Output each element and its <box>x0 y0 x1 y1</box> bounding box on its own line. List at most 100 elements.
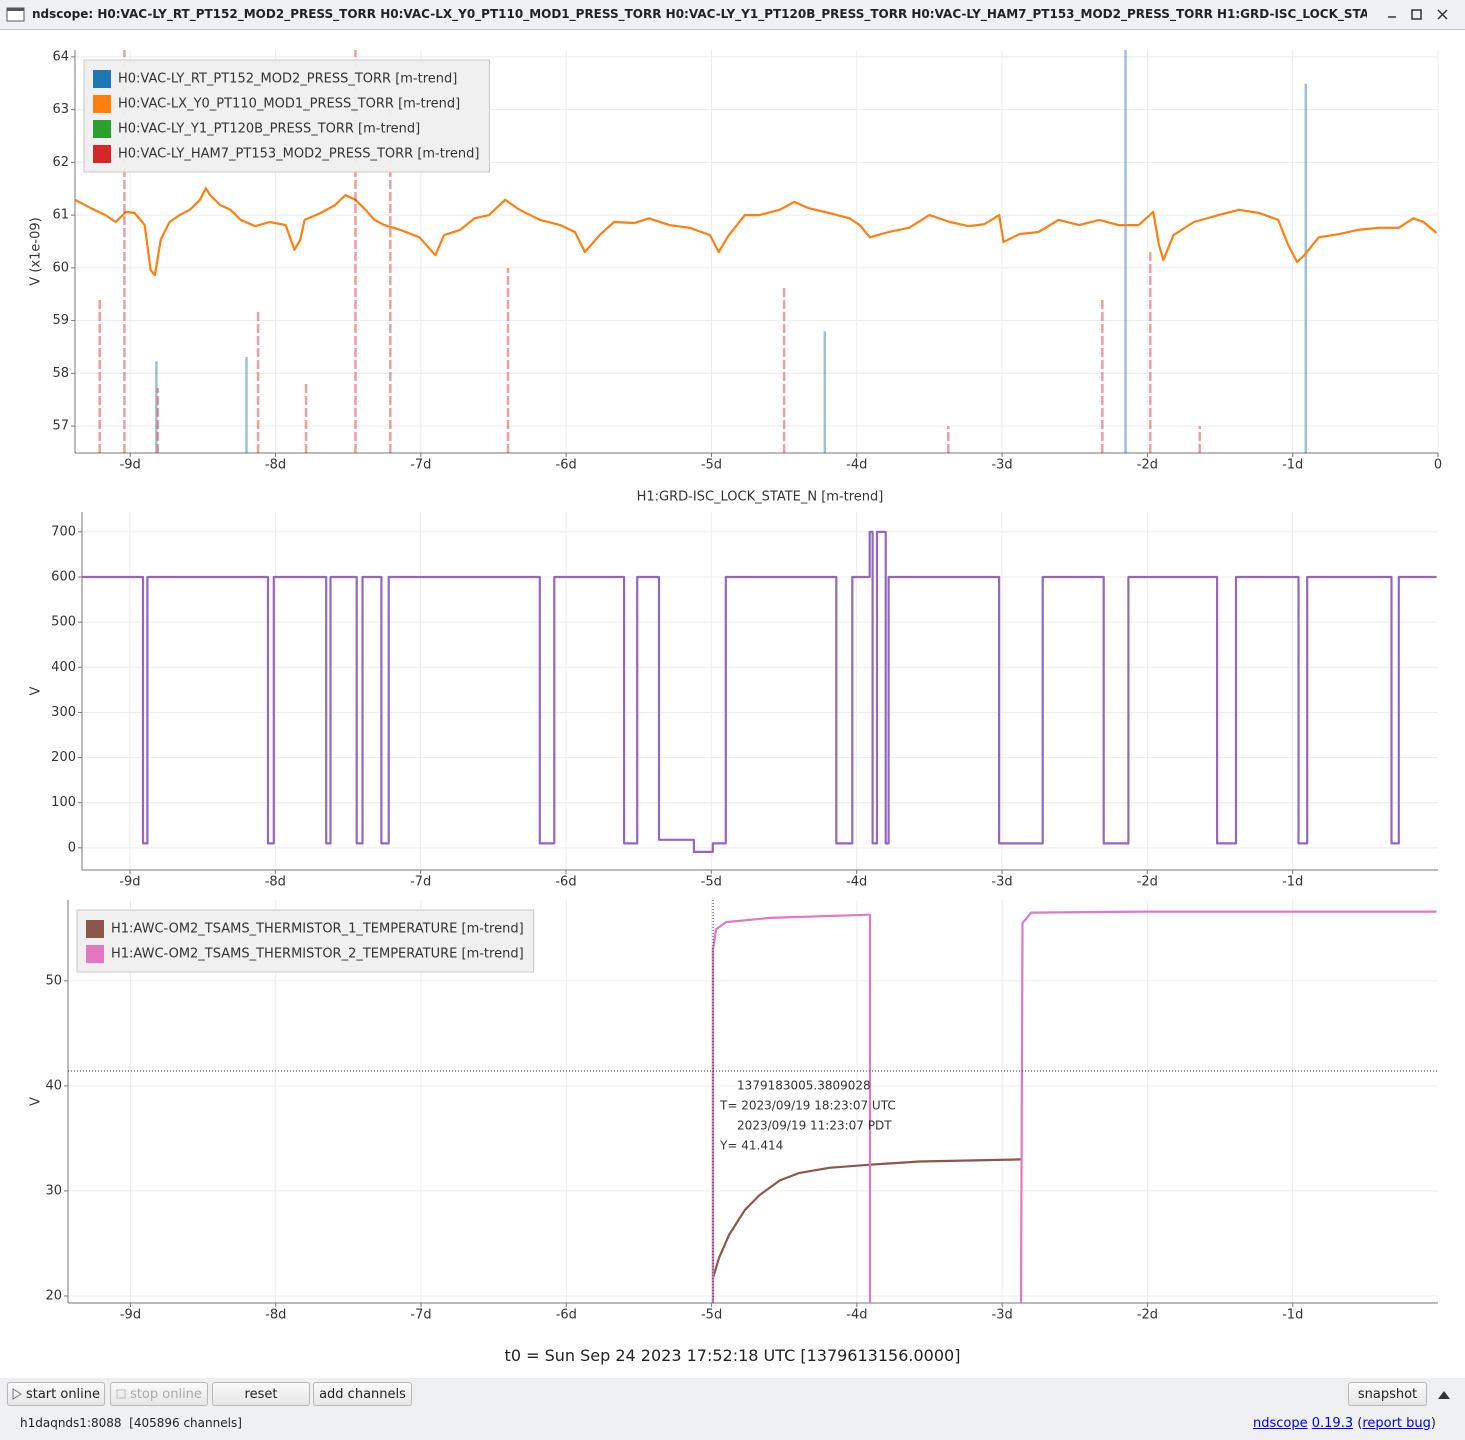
control-bar: start online stop online reset add chann… <box>0 1378 1465 1440</box>
add-channels-button[interactable]: add channels <box>313 1382 412 1406</box>
collapse-arrow[interactable] <box>1437 1389 1451 1401</box>
y-tick-label: 61 <box>52 208 69 223</box>
legend: H1:AWC-OM2_TSAMS_THERMISTOR_1_TEMPERATUR… <box>76 909 535 973</box>
y-tick-label: 63 <box>52 102 69 117</box>
y-tick-label: 0 <box>68 840 76 855</box>
legend-swatch <box>93 70 111 88</box>
series-line <box>75 187 1438 277</box>
x-tick-label: -9d <box>120 1308 141 1323</box>
y-tick-label: 300 <box>51 705 76 720</box>
legend-label: H0:VAC-LY_HAM7_PT153_MOD2_PRESS_TORR [m-… <box>118 147 479 162</box>
start-online-button[interactable]: start online <box>7 1382 105 1406</box>
y-axis-label: V (x1e-09) <box>29 217 44 285</box>
x-tick-label: -3d <box>991 875 1012 890</box>
y-tick-label: 200 <box>51 750 76 765</box>
legend-label: H1:AWC-OM2_TSAMS_THERMISTOR_1_TEMPERATUR… <box>111 922 524 937</box>
y-tick-label: 30 <box>45 1183 62 1198</box>
legend-label: H0:VAC-LX_Y0_PT110_MOD1_PRESS_TORR [m-tr… <box>118 97 460 112</box>
button-label: reset <box>244 1386 278 1402</box>
x-tick-label: -1d <box>1282 875 1303 890</box>
x-tick-label: -2d <box>1137 875 1158 890</box>
y-tick-label: 64 <box>52 49 69 64</box>
reset-button[interactable]: reset <box>212 1382 310 1406</box>
plot-area <box>711 910 1437 1303</box>
paren: ( <box>1357 1416 1363 1431</box>
legend-label: H0:VAC-LY_Y1_PT120B_PRESS_TORR [m-trend] <box>118 122 420 137</box>
y-tick-label: 20 <box>45 1288 62 1303</box>
window-title: ndscope: H0:VAC-LY_RT_PT152_MOD2_PRESS_T… <box>32 7 1367 21</box>
y-tick-label: 100 <box>51 795 76 810</box>
y-tick-label: 400 <box>51 660 76 675</box>
x-tick-label: -7d <box>410 458 431 473</box>
button-label: start online <box>25 1386 101 1402</box>
window-controls[interactable] <box>1382 5 1462 25</box>
x-tick-label: -6d <box>555 875 576 890</box>
x-tick-label: -8d <box>265 875 286 890</box>
button-label: stop online <box>130 1386 202 1402</box>
x-tick-label: -4d <box>846 1308 867 1323</box>
x-tick-label: -6d <box>556 1308 577 1323</box>
x-tick-label: -9d <box>119 875 140 890</box>
x-tick-label: -3d <box>991 458 1012 473</box>
y-tick-label: 600 <box>51 570 76 585</box>
series-line <box>711 1158 1022 1279</box>
stop-icon <box>116 1389 126 1399</box>
y-tick-label: 40 <box>45 1078 62 1093</box>
legend-box <box>76 909 535 973</box>
button-label: add channels <box>319 1386 406 1402</box>
cursor-label: 2023/09/19 11:23:07 PDT <box>737 1119 892 1133</box>
x-tick-label: -9d <box>120 458 141 473</box>
x-tick-label: -4d <box>846 458 867 473</box>
server-status: h1daqnds1:8088 [405896 channels] <box>20 1416 242 1430</box>
series-line <box>711 910 1437 1303</box>
x-tick-label: -4d <box>846 875 867 890</box>
button-label: snapshot <box>1357 1386 1418 1402</box>
report-bug-link[interactable]: report bug <box>1362 1416 1431 1431</box>
x-tick-label: -5d <box>701 458 722 473</box>
stop-online-button: stop online <box>110 1382 208 1406</box>
title-bar: ndscope: H0:VAC-LY_RT_PT152_MOD2_PRESS_T… <box>0 0 1465 30</box>
paren: ) <box>1430 1416 1436 1431</box>
x-tick-label: -8d <box>265 1308 286 1323</box>
cursor-label: Y= 41.414 <box>719 1139 783 1153</box>
y-tick-label: 500 <box>51 615 76 630</box>
plots: -9d -8d -7d -6d -5d -4d -3d -2d -1d 0 57 58 59 60 61 62… <box>29 49 1443 1323</box>
version-link[interactable]: 0.19.3 <box>1311 1416 1354 1431</box>
y-axis-label: V <box>29 686 44 695</box>
x-tick-label: -5d <box>701 875 722 890</box>
about: ndscope 0.19.3 (report bug) <box>1253 1416 1436 1431</box>
y-axis-label: V <box>29 1097 44 1106</box>
t0-label: t0 = Sun Sep 24 2023 17:52:18 UTC [13796… <box>504 1346 961 1365</box>
x-tick-label: -2d <box>1137 1308 1158 1323</box>
legend-swatch <box>86 920 104 938</box>
plot-title: H1:GRD-ISC_LOCK_STATE_N [m-trend] <box>637 490 884 505</box>
x-tick-label: -7d <box>410 875 431 890</box>
legend-label: H1:AWC-OM2_TSAMS_THERMISTOR_2_TEMPERATUR… <box>111 947 524 962</box>
play-icon <box>12 1388 22 1400</box>
x-tick-label: -5d <box>701 1308 722 1323</box>
x-tick-label: 0 <box>1434 458 1442 473</box>
snapshot-button[interactable]: snapshot <box>1348 1382 1427 1406</box>
x-tick-label: -2d <box>1137 458 1158 473</box>
y-tick-label: 60 <box>52 260 69 275</box>
legend-swatch <box>86 945 104 963</box>
legend-swatch <box>93 145 111 163</box>
y-tick-label: 59 <box>52 313 69 328</box>
y-tick-label: 700 <box>51 524 76 539</box>
y-tick-label: 58 <box>52 366 69 381</box>
plot-area <box>82 530 1437 853</box>
cursor-label: T= 2023/09/19 18:23:07 UTC <box>719 1099 896 1113</box>
x-tick-label: -3d <box>992 1308 1013 1323</box>
legend-box <box>83 59 490 173</box>
cursor-label: 1379183005.3809028 <box>737 1079 871 1093</box>
x-tick-label: -1d <box>1282 458 1303 473</box>
legend-label: H0:VAC-LY_RT_PT152_MOD2_PRESS_TORR [m-tr… <box>118 72 457 87</box>
x-tick-label: -6d <box>556 458 577 473</box>
x-tick-label: -8d <box>265 458 286 473</box>
legend: H0:VAC-LY_RT_PT152_MOD2_PRESS_TORR [m-tr… <box>83 59 490 173</box>
y-tick-label: 50 <box>45 973 62 988</box>
app-link[interactable]: ndscope <box>1252 1416 1308 1431</box>
y-tick-label: 62 <box>52 155 69 170</box>
x-tick-label: -1d <box>1282 1308 1303 1323</box>
